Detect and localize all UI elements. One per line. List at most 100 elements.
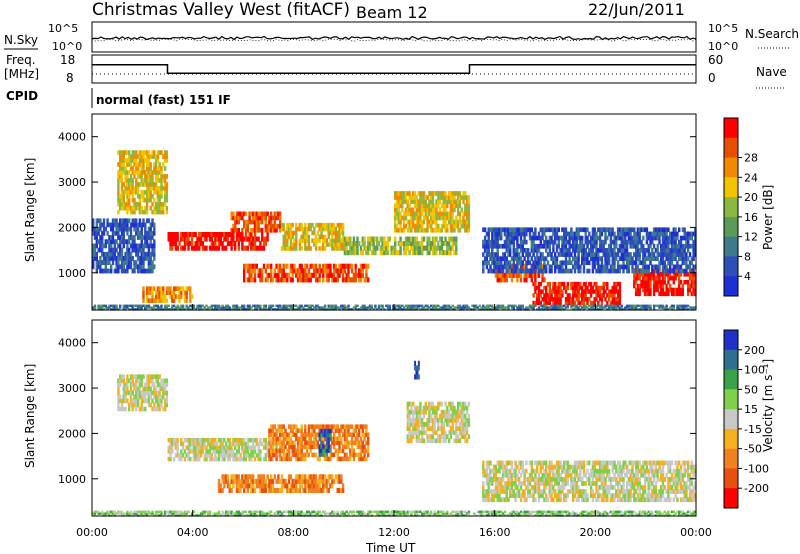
vel-cells-cell — [291, 424, 294, 429]
power-cells-cell — [652, 283, 656, 289]
power-cells-cell — [131, 247, 134, 253]
power-cells-cell — [266, 308, 269, 311]
power-cells-cell — [376, 245, 379, 251]
power-cells-cell — [438, 308, 442, 311]
power-cells-cell — [573, 289, 577, 294]
power-cells-cell — [471, 304, 474, 307]
power-cells-cell — [516, 231, 519, 237]
power-cells-cell — [613, 256, 616, 261]
power-cells-cell — [643, 279, 647, 285]
power-cells-cell — [293, 263, 296, 269]
power-cells-cell — [570, 235, 573, 241]
power-cells-cell — [589, 285, 593, 291]
power-cells-cell — [140, 260, 143, 265]
power-cells-cell — [261, 236, 264, 242]
power-cells-cell — [156, 166, 160, 171]
power-cells-cell — [437, 308, 440, 311]
power-cells-cell — [145, 286, 149, 291]
power-cells-cell — [119, 235, 122, 240]
power-cells-cell — [120, 230, 124, 236]
power-cells-cell — [325, 226, 329, 232]
power-cells-cell — [507, 268, 510, 274]
power-cells-cell — [277, 215, 280, 221]
power-cells-cell — [672, 256, 675, 261]
power-cells-cell — [426, 306, 429, 309]
power-cells-cell — [575, 304, 578, 307]
vel-cells-cell — [210, 438, 213, 443]
power-cells-cell — [399, 211, 402, 217]
power-cells-cell — [268, 304, 271, 307]
power-cells-cell — [616, 297, 620, 302]
power-cells-cell — [640, 279, 643, 285]
power-cells-cell — [563, 281, 566, 287]
vel-cells-cell — [189, 441, 192, 447]
power-cells-cell — [573, 308, 577, 311]
power-cells-cell — [543, 239, 546, 245]
power-cells-cell — [106, 239, 109, 245]
power-cells-cell — [615, 306, 618, 309]
power-cells-cell — [464, 223, 467, 229]
power-cells-cell — [379, 245, 382, 251]
power-cells-cell — [568, 243, 571, 249]
power-cells-cell — [101, 306, 104, 309]
power-cells-cell — [313, 272, 316, 278]
vel-cells-cell — [232, 438, 235, 443]
power-cells-cell — [618, 289, 622, 294]
vel-cells-cell — [298, 483, 302, 489]
vel-cells-cell — [167, 445, 170, 450]
power-cells-cell — [638, 235, 641, 241]
vel-cells-cell — [367, 440, 370, 446]
power-cells-cell — [559, 306, 562, 309]
power-cells-cell — [381, 306, 384, 309]
vel-cells-cell — [244, 449, 248, 454]
power-cells-cell — [395, 308, 399, 311]
power-cells-cell — [651, 272, 654, 277]
power-cells-cell — [264, 215, 267, 221]
power-cells-cell — [126, 226, 129, 232]
power-cells-cell — [343, 304, 347, 307]
power-cells-cell — [136, 201, 140, 207]
vel-cells-cell — [279, 456, 282, 462]
power-cells-cell — [501, 304, 505, 307]
power-cells-cell — [147, 268, 151, 274]
power-cells-cell — [394, 195, 397, 200]
power-cells-cell — [316, 277, 320, 283]
power-cells-cell — [634, 276, 638, 281]
power-cells-cell — [365, 277, 368, 283]
power-cells-cell — [545, 293, 548, 298]
power-cells-cell — [500, 256, 503, 261]
power-cells-cell — [456, 207, 460, 213]
power-cells-cell — [386, 308, 390, 311]
power-cells-cell — [208, 306, 212, 309]
power-cells-cell — [688, 235, 692, 241]
power-cells-cell — [113, 243, 116, 249]
power-cells-cell — [178, 286, 181, 291]
power-cells-cell — [356, 272, 359, 278]
power-cells-cell — [694, 252, 697, 257]
power-cells-cell — [305, 238, 309, 243]
power-cells-cell — [341, 230, 345, 236]
power-cells-cell — [403, 241, 406, 247]
power-cells-cell — [291, 230, 294, 236]
vel-cells-cell — [359, 436, 363, 442]
power-cells-cell — [545, 235, 548, 241]
power-cells-cell — [122, 304, 125, 307]
power-cells-cell — [358, 241, 361, 247]
power-cells-cell — [663, 268, 666, 274]
power-cells-cell — [252, 277, 255, 283]
power-cells-cell — [561, 243, 564, 249]
vel-cells-cell — [296, 478, 300, 484]
power-cells-cell — [652, 276, 656, 281]
vel-cells-cell — [300, 424, 303, 429]
power-cells-cell — [589, 293, 593, 298]
vel-cells-cell — [284, 478, 287, 484]
power-cells-cell — [282, 263, 285, 269]
power-cells-cell — [638, 283, 641, 289]
power-cells-cell — [428, 306, 431, 309]
power-cells-cell — [151, 268, 154, 274]
power-cells-cell — [124, 190, 127, 195]
power-cells-cell — [649, 279, 652, 285]
vel-cells-cell — [264, 438, 267, 443]
power-cells-cell — [534, 300, 537, 306]
power-cells-cell — [609, 239, 613, 245]
